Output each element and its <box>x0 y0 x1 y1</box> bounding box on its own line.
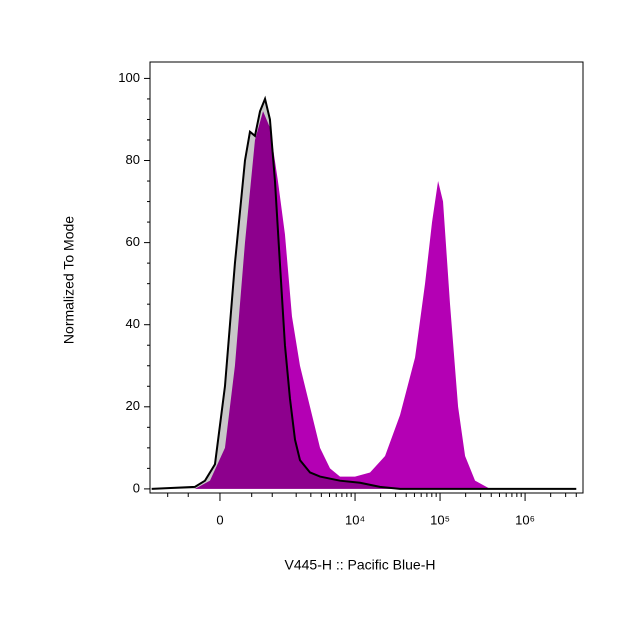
histogram-outline <box>151 95 577 490</box>
y-tick-label: 80 <box>126 152 140 167</box>
y-tick-label: 20 <box>126 398 140 413</box>
y-tick-label: 100 <box>118 70 140 85</box>
x-tick-label: 10⁵ <box>430 512 450 527</box>
y-tick-label: 0 <box>133 480 140 495</box>
y-tick-label: 60 <box>126 234 140 249</box>
x-tick-label: 10⁴ <box>345 512 365 527</box>
plot-frame <box>149 61 584 494</box>
x-tick-label: 10⁶ <box>515 512 535 527</box>
x-tick-label: 0 <box>216 512 223 527</box>
y-axis-label: Normalized To Mode <box>61 216 77 344</box>
histogram-fill <box>151 98 577 489</box>
x-axis-label: V445-H :: Pacific Blue-H <box>285 557 436 573</box>
histogram-fill <box>151 111 577 489</box>
y-tick-label: 40 <box>126 316 140 331</box>
